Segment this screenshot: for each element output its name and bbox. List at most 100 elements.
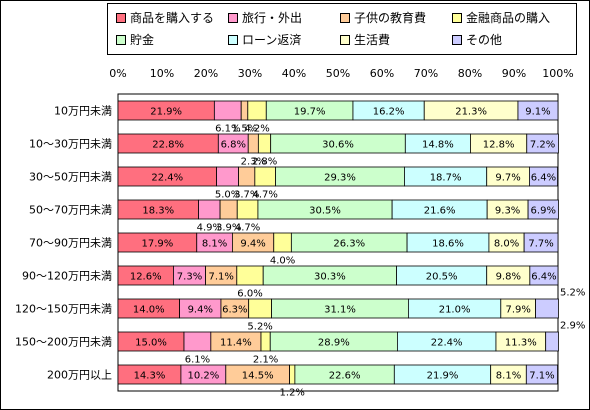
x-tick-label: 30% xyxy=(238,67,262,80)
bar-segment xyxy=(240,100,249,121)
data-label: 6.4% xyxy=(531,173,556,184)
bar-segment xyxy=(260,331,271,352)
x-tick-label: 70% xyxy=(414,67,438,80)
category-label: 120～150万円未満 xyxy=(15,303,112,316)
bar-segment xyxy=(219,199,238,220)
x-tick-label: 0% xyxy=(109,67,126,80)
data-label: 22.8% xyxy=(152,140,184,151)
bar-segment xyxy=(529,265,559,286)
bar-segment xyxy=(236,265,264,286)
legend-item: その他 xyxy=(452,33,502,47)
data-label: 1.5% xyxy=(232,124,257,135)
data-label: 30.3% xyxy=(314,272,346,283)
category-label: 90～120万円未満 xyxy=(22,270,112,283)
data-label: 18.7% xyxy=(430,173,462,184)
data-label: 21.3% xyxy=(455,107,487,118)
bar-segment xyxy=(289,364,296,385)
bar-segment xyxy=(527,199,559,220)
data-label: 7.3% xyxy=(177,272,202,283)
legend-item: 貯金 xyxy=(116,33,154,47)
data-label: 3.9% xyxy=(216,223,241,234)
data-label: 4.2% xyxy=(244,124,269,135)
x-tick-label: 40% xyxy=(282,67,306,80)
legend-swatch xyxy=(116,12,126,23)
x-tick-label: 100% xyxy=(542,67,573,80)
data-label: 6.8% xyxy=(221,140,246,151)
data-label: 9.7% xyxy=(495,173,520,184)
category-label: 50～70万円未満 xyxy=(29,204,112,217)
data-label: 7.1% xyxy=(529,371,554,382)
bar-segment xyxy=(273,232,292,253)
data-label: 14.0% xyxy=(133,305,165,316)
data-label: 6.3% xyxy=(222,305,247,316)
data-label: 2.9% xyxy=(560,321,585,332)
bar-segment xyxy=(198,199,221,220)
legend-item: 商品を購入する xyxy=(116,11,214,25)
data-label: 7.9% xyxy=(505,305,530,316)
data-label: 3.7% xyxy=(234,190,259,201)
data-label: 18.6% xyxy=(432,239,464,250)
data-label: 21.9% xyxy=(427,371,459,382)
data-label: 8.0% xyxy=(494,239,519,250)
data-label: 17.9% xyxy=(141,239,173,250)
x-tick-label: 90% xyxy=(502,67,526,80)
data-label: 9.1% xyxy=(525,107,550,118)
data-label: 15.0% xyxy=(135,338,167,349)
data-label: 14.8% xyxy=(422,140,454,151)
data-label: 14.3% xyxy=(134,371,166,382)
bar-segment xyxy=(183,331,212,352)
data-label: 6.9% xyxy=(531,206,556,217)
data-label: 10.2% xyxy=(187,371,219,382)
data-label: 21.6% xyxy=(424,206,456,217)
data-label: 4.9% xyxy=(197,223,222,234)
legend-label: その他 xyxy=(466,33,503,47)
data-label: 21.0% xyxy=(439,305,471,316)
legend-label: 旅行・外出 xyxy=(242,11,303,25)
data-label: 2.3% xyxy=(241,157,266,168)
data-label: 21.9% xyxy=(150,107,182,118)
data-label: 7.2% xyxy=(530,140,555,151)
data-label: 20.5% xyxy=(426,272,458,283)
legend-label: 金融商品の購入 xyxy=(466,11,551,25)
bar-segment xyxy=(216,166,239,187)
x-tick-label: 80% xyxy=(458,67,482,80)
bar-segment xyxy=(535,298,559,319)
data-label: 8.1% xyxy=(202,239,227,250)
data-label: 2.1% xyxy=(253,355,278,366)
data-label: 2.8% xyxy=(252,157,277,168)
data-label: 9.4% xyxy=(188,305,213,316)
data-label: 1.2% xyxy=(280,388,305,399)
data-label: 28.9% xyxy=(318,338,350,349)
category-label: 10～30万円未満 xyxy=(29,138,112,151)
legend-label: 子供の教育費 xyxy=(354,11,427,25)
legend-item: 旅行・外出 xyxy=(228,11,302,25)
data-label: 7.7% xyxy=(528,239,553,250)
legend-swatch xyxy=(340,34,350,45)
data-label: 9.8% xyxy=(496,272,521,283)
data-label: 22.6% xyxy=(329,371,361,382)
bar-segment xyxy=(248,298,272,319)
bar-segment xyxy=(247,100,267,121)
bar-segment xyxy=(523,232,559,253)
data-label: 22.4% xyxy=(431,338,463,349)
bar-segment xyxy=(247,133,259,154)
data-label: 6.0% xyxy=(237,289,262,300)
data-label: 7.1% xyxy=(208,272,233,283)
legend-swatch xyxy=(452,34,462,45)
legend-swatch xyxy=(340,12,350,23)
data-label: 4.7% xyxy=(235,223,260,234)
bar-segment xyxy=(545,331,559,352)
data-label: 8.1% xyxy=(496,371,521,382)
legend-swatch xyxy=(452,12,462,23)
data-label: 6.1% xyxy=(185,355,210,366)
bar-segment xyxy=(529,166,558,187)
data-label: 11.4% xyxy=(220,338,252,349)
data-label: 9.4% xyxy=(240,239,265,250)
category-label: 150～200万円未満 xyxy=(15,336,112,349)
legend-label: 商品を購入する xyxy=(130,11,215,25)
legend-item: 生活費 xyxy=(340,33,390,47)
data-label: 4.0% xyxy=(270,256,295,267)
legend-label: ローン返済 xyxy=(242,33,302,47)
